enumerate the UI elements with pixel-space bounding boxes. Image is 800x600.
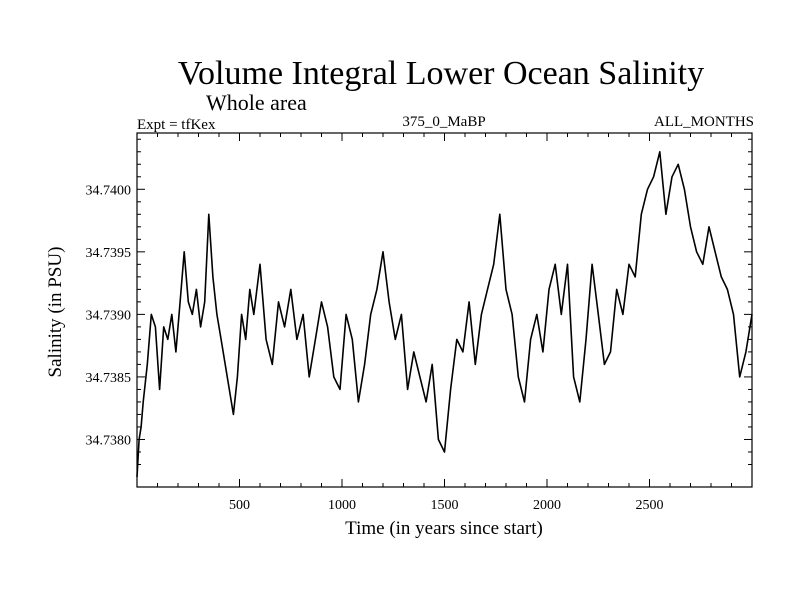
y-axis: 34.7380 34.7385 34.7390 34.7395 34.7400 [86,138,752,465]
x-tick-label: 2000 [533,498,561,513]
y-axis-label: Salinity (in PSU) [45,247,66,378]
chart-title: Volume Integral Lower Ocean Salinity [178,55,704,92]
x-tick-label: 1000 [328,498,356,513]
x-axis: 500 1000 1500 2000 2500 [157,133,732,513]
y-tick-label: 34.7380 [86,433,132,448]
y-tick-label: 34.7385 [86,371,132,386]
y-tick-label: 34.7395 [86,246,132,261]
x-tick-label: 1500 [431,498,459,513]
run-id-label: 375_0_MaBP [402,114,485,130]
x-axis-label: Time (in years since start) [345,518,543,539]
y-tick-label: 34.7400 [86,183,132,198]
y-tick-label: 34.7390 [86,308,132,323]
salinity-series-line [136,151,753,478]
x-tick-label: 500 [229,498,250,513]
months-label: ALL_MONTHS [654,114,754,130]
x-tick-label: 2500 [636,498,664,513]
chart-subtitle: Whole area [206,90,307,115]
plot-frame [136,132,753,488]
experiment-label: Expt = tfKex [137,117,216,133]
